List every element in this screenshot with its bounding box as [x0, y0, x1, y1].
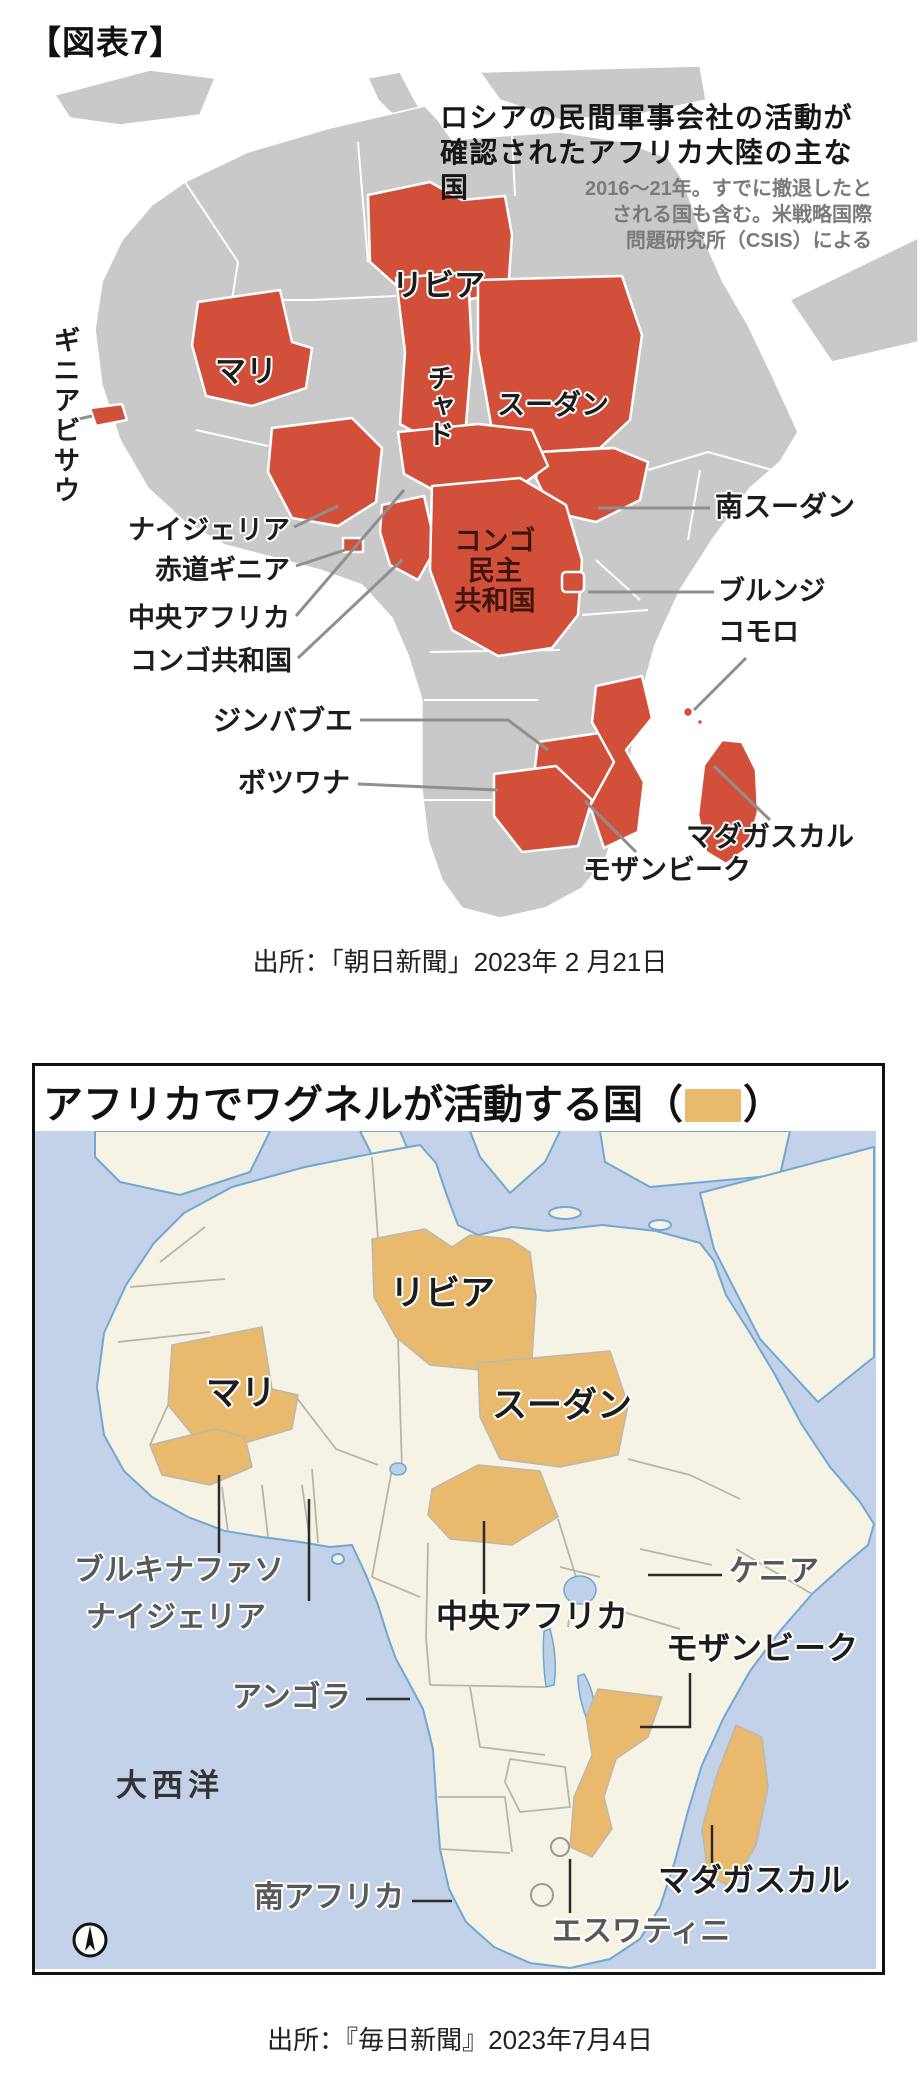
map1-africa-svg	[54, 65, 919, 919]
map1-label-madagascar: マダガスカル	[686, 821, 855, 852]
map2-source: 出所：『毎日新聞』2023年7月4日	[267, 2025, 653, 2055]
map2-label-nigeria: ナイジェリア	[86, 1601, 266, 1634]
map2-label-sudan: スーダン	[492, 1386, 633, 1425]
map1-iberia-shape	[54, 69, 216, 126]
map1-country-nigeria	[266, 416, 384, 528]
map2-label-south-africa: 南アフリカ	[254, 1881, 404, 1914]
map2-country-central-africa	[427, 1464, 559, 1546]
map2-cyprus-shape	[648, 1219, 672, 1231]
map2-label-libya: リビア	[390, 1274, 496, 1313]
map2-label-angola: アンゴラ	[232, 1681, 351, 1714]
map1-country-guinea-bissau	[88, 402, 129, 428]
map1-title-line1: ロシアの民間軍事会社の活動が	[440, 102, 854, 133]
map1-label-burundi: ブルンジ	[718, 576, 826, 606]
map1-title: ロシアの民間軍事会社の活動が 確認されたアフリカ大陸の主な国	[440, 100, 876, 205]
map1-label-drc: コンゴ 民主 共和国	[454, 526, 536, 617]
map1-label-libya: リビア	[392, 268, 485, 303]
map1-country-madagascar	[696, 738, 760, 866]
map2-label-atlantic-ocean: 大西洋	[116, 1768, 224, 1803]
map2-label-madagascar: マダガスカル	[658, 1862, 851, 1898]
map2-eswatini-shape	[550, 1837, 570, 1857]
map1-label-sudan: スーダン	[497, 389, 610, 420]
map2-turkey-shape	[599, 1131, 791, 1188]
map1-label-central-africa: 中央アフリカ	[128, 603, 290, 633]
map1-arabia-shape	[789, 237, 919, 363]
map2-label-mali: マリ	[206, 1374, 277, 1413]
map2-label-kenya: ケニア	[729, 1555, 819, 1588]
map1-leader-central-africa	[294, 489, 406, 617]
map2-lesotho-shape	[530, 1883, 554, 1907]
map2-africa-continent	[96, 1144, 875, 1969]
map2-legend-swatch	[685, 1089, 741, 1122]
map2-country-sudan	[477, 1350, 629, 1468]
map2-leader-mozambique	[640, 1673, 692, 1729]
map1-country-libya	[366, 180, 514, 304]
map1-source: 出所：「朝日新聞」2023年 2 月21日	[252, 947, 668, 977]
map2-label-eswatini: エスワティニ	[552, 1915, 731, 1948]
map1-label-zimbabwe: ジンバブエ	[212, 705, 353, 736]
map2-title-text: アフリカでワグネルが活動する国（	[43, 1083, 683, 1127]
map1-leader-comoros	[692, 656, 748, 712]
map1-label-chad: チャド	[423, 364, 454, 448]
map1-leader-guinea-bissau	[69, 414, 93, 423]
map2-frame: アフリカでワグネルが活動する国（ ）	[32, 1063, 885, 1975]
map2-label-mozambique: モザンビーク	[666, 1630, 859, 1666]
map1-country-mozambique	[588, 674, 654, 850]
map1-country-drc	[428, 476, 584, 658]
map1-label-equatorial-guinea: 赤道ギニア	[155, 555, 290, 585]
map2-africa-svg	[35, 1131, 876, 1969]
map1-subtitle-line2: される国も含む。米戦略国際	[612, 204, 872, 226]
map2-arabia-shape	[699, 1146, 875, 1403]
map1-label-south-sudan: 南スーダン	[715, 491, 856, 522]
map2-bioko-shape	[331, 1553, 345, 1565]
map1-country-burundi	[560, 570, 586, 594]
map1-leader-congo-republic	[296, 558, 404, 660]
map2-label-central-africa: 中央アフリカ	[436, 1598, 629, 1634]
map2-crete-shape	[548, 1206, 582, 1220]
map2-lake-tanganyika	[542, 1628, 557, 1688]
map1-label-congo-republic: コンゴ共和国	[130, 646, 292, 676]
map2-country-mozambique	[569, 1688, 663, 1858]
map1-leader-mozambique	[583, 799, 638, 854]
map1-subtitle: 2016〜21年。すでに撤退したと される国も含む。米戦略国際 問題研究所（CS…	[585, 176, 872, 254]
map1-leader-nigeria	[293, 504, 339, 529]
map2-title: アフリカでワグネルが活動する国（ ）	[35, 1066, 882, 1131]
map2-balkans-shape	[469, 1131, 561, 1194]
map1-leader-zimbabwe	[360, 718, 549, 752]
map2-country-libya	[371, 1228, 537, 1372]
map1-label-guinea-bissau: ギニアビサウ	[49, 326, 80, 506]
map2-iberia-shape	[94, 1131, 271, 1196]
map1-label-botswana: ボツワナ	[237, 767, 350, 798]
map1-country-mali	[190, 288, 314, 408]
map1-country-botswana	[492, 764, 594, 854]
map1-label-comoros: コモロ	[718, 617, 799, 647]
map2-lake-victoria	[563, 1575, 597, 1605]
map1-country-congo-republic	[378, 494, 438, 582]
map1-greece-turkey-shape	[479, 65, 707, 121]
map1-leader-equatorial-guinea	[295, 548, 346, 568]
map2-country-madagascar	[701, 1724, 769, 1888]
map1-subtitle-line1: 2016〜21年。すでに撤退したと	[585, 178, 872, 200]
map1-label-nigeria: ナイジェリア	[128, 515, 290, 545]
map1-country-comoros-2	[695, 717, 705, 727]
map2-country-burkina-faso	[149, 1428, 253, 1486]
map1-subtitle-line3: 問題研究所（CSIS）による	[625, 230, 872, 252]
map1-country-comoros	[681, 705, 695, 719]
map1-title-line2: 確認されたアフリカ大陸の主な国	[440, 137, 854, 203]
map2-title-close: ）	[743, 1083, 783, 1127]
map2-lake-chad	[389, 1462, 407, 1476]
map1-label-mozambique: モザンビーク	[583, 854, 752, 885]
map2-country-mali	[167, 1326, 299, 1446]
compass-icon	[72, 1922, 108, 1958]
map1-label-mali: マリ	[215, 354, 277, 389]
map1-leader-botswana	[357, 782, 499, 792]
map1-leader-madagascar	[712, 764, 772, 822]
map2-label-burkina-faso: ブルキナファソ	[74, 1554, 284, 1587]
figure-number-label: 【図表7】	[28, 24, 184, 61]
